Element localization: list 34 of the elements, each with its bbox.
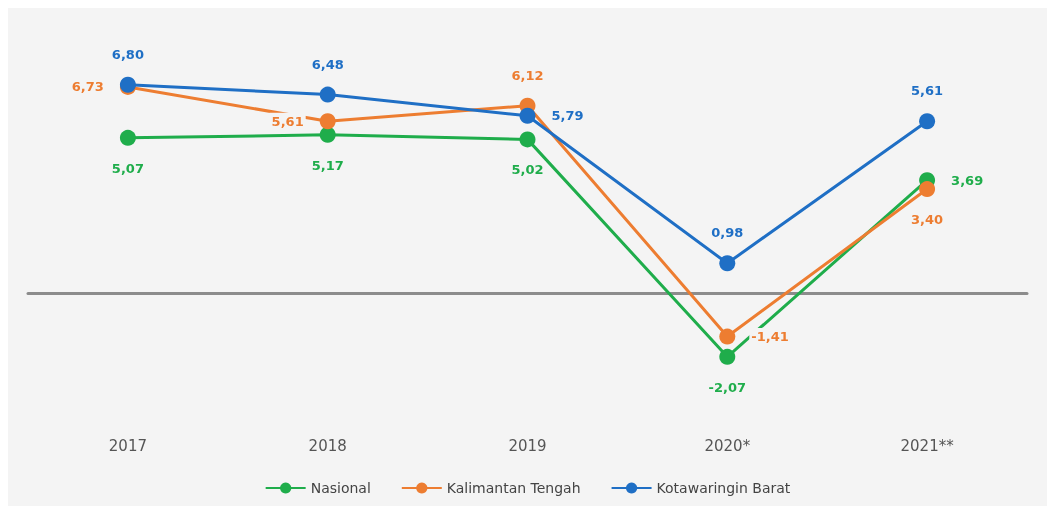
point <box>319 113 336 130</box>
legend-label: Kotawaringin Barat <box>656 480 791 496</box>
data-label: -1,41 <box>751 329 789 345</box>
data-label: 6,80 <box>111 46 144 62</box>
data-label: 6,12 <box>511 67 544 83</box>
data-label: 5,61 <box>911 83 944 99</box>
legend-label: Nasional <box>310 480 371 496</box>
data-label: 5,79 <box>551 108 584 124</box>
data-label: 3,69 <box>951 172 984 188</box>
x-tick-label: 2017 <box>108 436 147 455</box>
data-label: 5,02 <box>511 162 544 178</box>
x-tick-label: 2018 <box>308 436 347 455</box>
data-label: 5,61 <box>271 113 304 129</box>
legend-label: Kalimantan Tengah <box>446 480 581 496</box>
point <box>319 126 336 143</box>
point <box>919 113 936 130</box>
data-label: 5,07 <box>111 160 144 176</box>
point <box>519 107 536 124</box>
data-label: 6,48 <box>311 56 344 72</box>
data-label: 5,17 <box>311 157 344 173</box>
point <box>319 86 336 103</box>
point <box>719 328 736 345</box>
point <box>719 255 736 272</box>
point <box>919 181 936 198</box>
point <box>719 348 736 365</box>
data-label: 3,40 <box>911 212 944 228</box>
data-label: 0,98 <box>711 225 744 241</box>
data-label: 6,73 <box>71 79 104 95</box>
x-tick-label: 2019 <box>508 436 547 455</box>
point <box>119 129 136 146</box>
x-tick-label: 2021** <box>900 436 955 455</box>
data-label: -2,07 <box>708 379 747 395</box>
point <box>519 131 536 148</box>
x-tick-label: 2020* <box>704 436 751 455</box>
